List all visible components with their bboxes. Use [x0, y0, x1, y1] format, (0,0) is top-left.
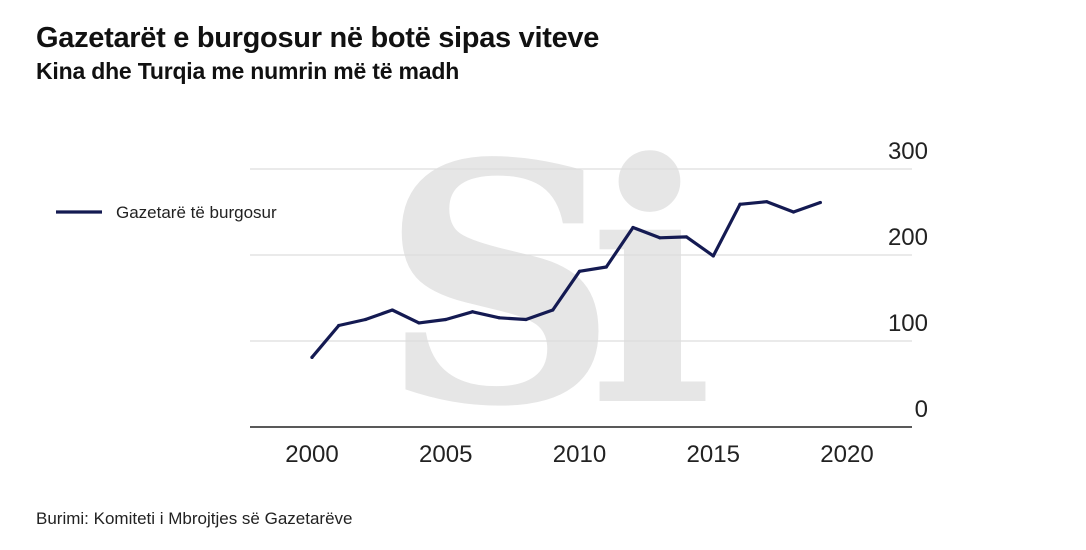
data-point: [577, 269, 582, 273]
data-point: [524, 317, 528, 322]
x-tick-label-2000: 2000: [285, 441, 338, 468]
y-tick-label-0: 0: [915, 396, 928, 423]
data-point: [497, 316, 501, 320]
chart-title: Gazetarët e burgosur në botë sipas vitev…: [36, 22, 600, 54]
data-point: [310, 355, 314, 359]
data-point: [363, 317, 368, 322]
data-point: [684, 235, 689, 239]
x-tick-label-2015: 2015: [687, 441, 740, 468]
legend: Gazetarë të burgosur: [56, 203, 277, 222]
x-tick-label-2020: 2020: [820, 441, 873, 468]
legend-label-0: Gazetarë të burgosur: [116, 203, 277, 222]
x-tick-label-2010: 2010: [553, 441, 606, 468]
data-point: [470, 310, 475, 314]
grid-lines: [250, 168, 912, 342]
data-point: [444, 317, 448, 322]
y-tick-labels: 0 100 200 300: [888, 138, 928, 423]
data-point: [658, 236, 662, 240]
data-point: [711, 254, 715, 258]
data-point: [791, 210, 796, 214]
y-tick-label-100: 100: [888, 310, 928, 337]
x-tick-label-2005: 2005: [419, 441, 472, 468]
data-point: [604, 265, 608, 269]
data-point: [631, 225, 635, 230]
data-point: [417, 321, 421, 325]
data-point: [337, 323, 341, 328]
data-point: [390, 308, 394, 312]
y-tick-label-300: 300: [888, 138, 928, 165]
chart-subtitle: Kina dhe Turqia me numrin më të madh: [36, 58, 460, 84]
series-line-0: [310, 200, 822, 359]
data-point: [738, 202, 742, 206]
data-point: [551, 308, 555, 312]
data-point: [818, 200, 822, 205]
y-tick-label-200: 200: [888, 224, 928, 251]
data-point: [765, 200, 769, 204]
source-note: Burimi: Komiteti i Mbrojtjes së Gazetarë…: [36, 509, 353, 528]
series-lines: [310, 200, 822, 359]
x-tick-labels: 2000 2005 2010 2015 2020: [285, 441, 873, 468]
